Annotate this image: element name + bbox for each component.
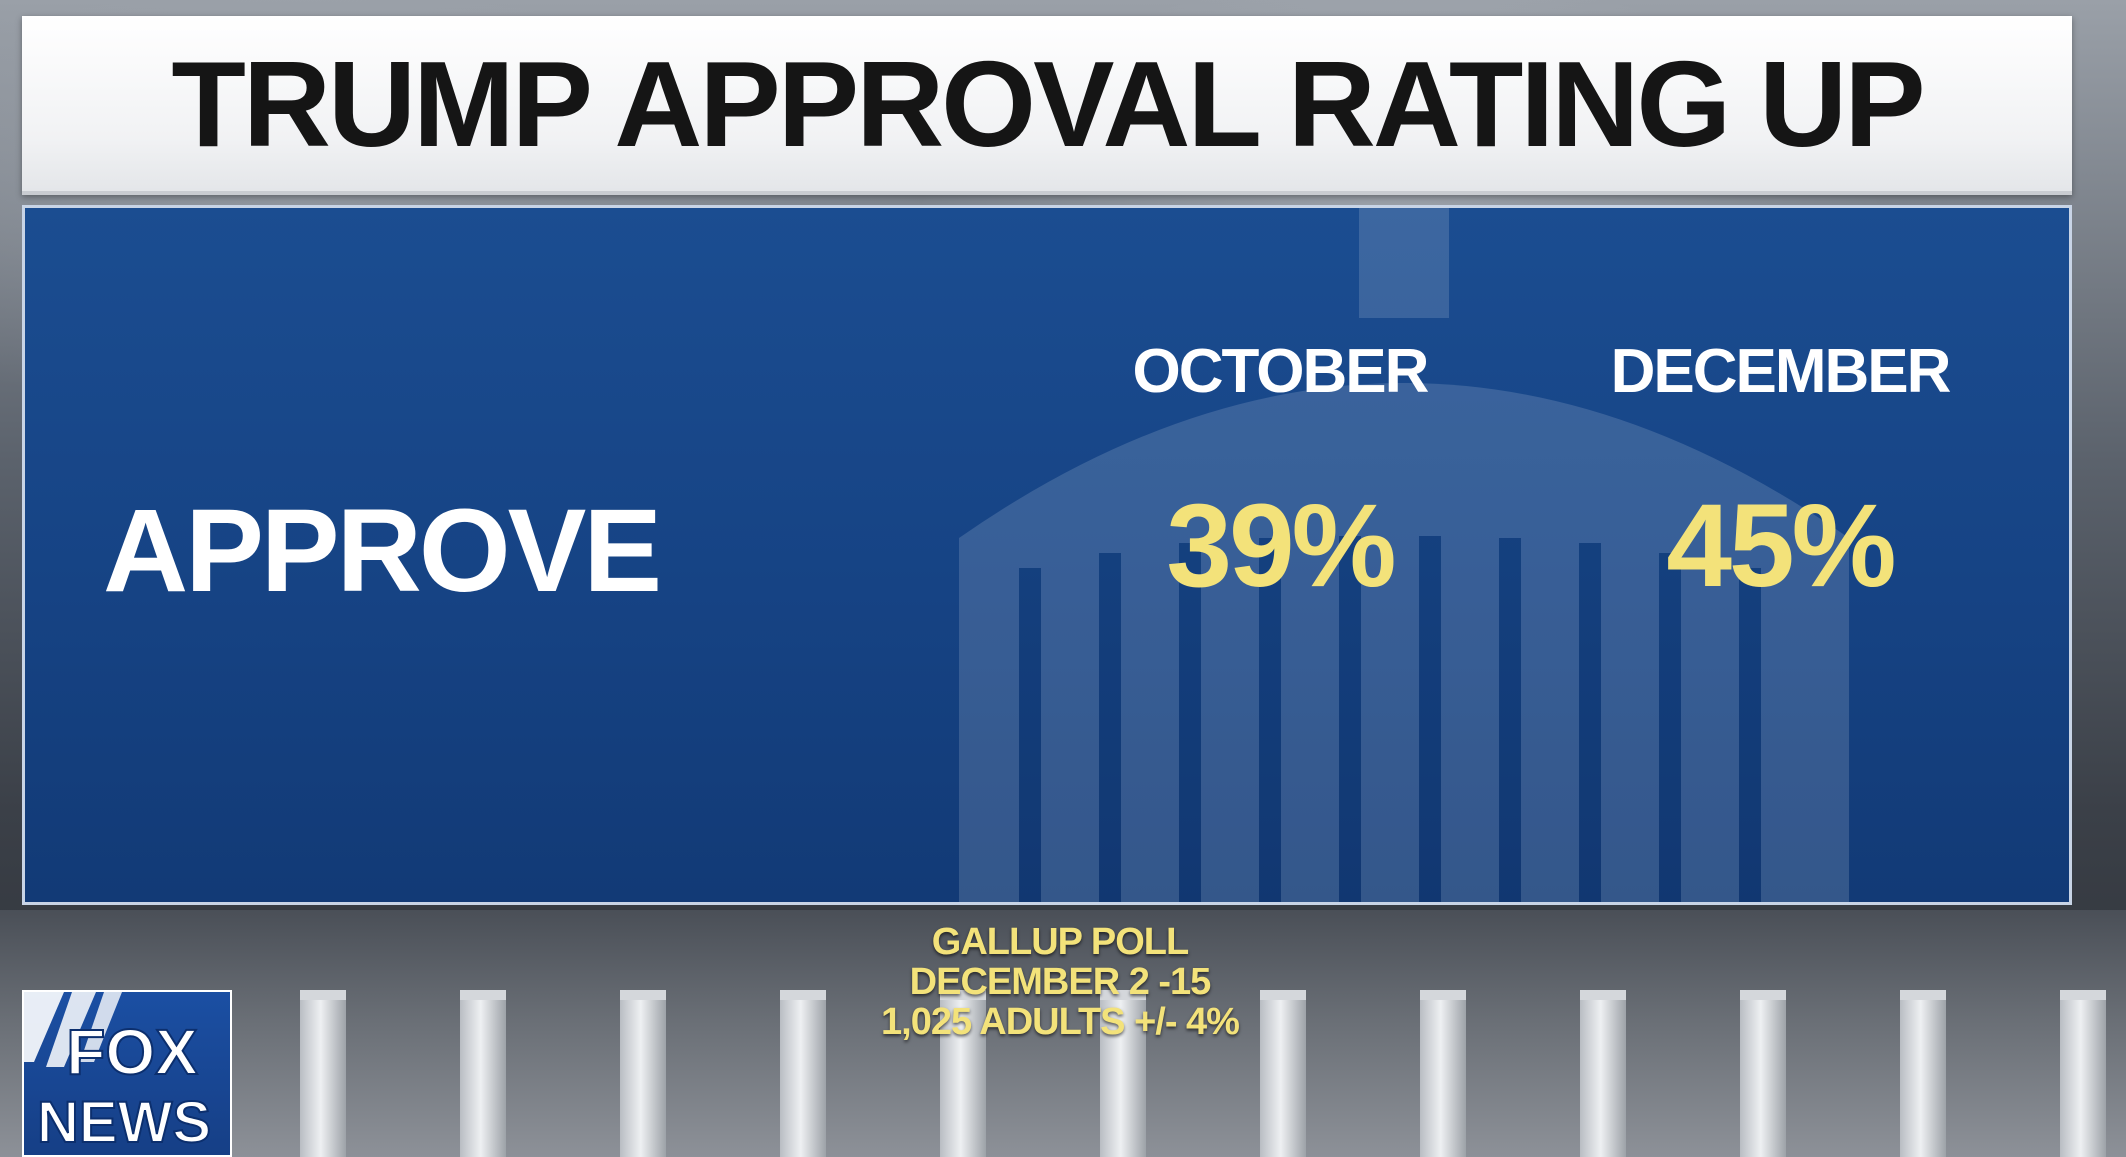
- row-label-approve: APPROVE: [103, 485, 662, 617]
- column-pillar: [460, 990, 506, 1157]
- fox-news-logo-mark: FOX NEWS: [24, 992, 212, 1155]
- column-pillar: [1580, 990, 1626, 1157]
- fox-news-logo: FOX NEWS: [22, 990, 232, 1157]
- colonnade-background: [0, 910, 2126, 1157]
- data-panel: APPROVE OCTOBER 39% DECEMBER 45%: [22, 205, 2072, 905]
- page-title: TRUMP APPROVAL RATING UP: [171, 35, 1925, 172]
- column-pillar: [780, 990, 826, 1157]
- logo-text-news: NEWS: [37, 1090, 211, 1155]
- source-line-dates: DECEMBER 2 -15: [909, 961, 1212, 1003]
- logo-text-fox: FOX: [66, 1016, 198, 1088]
- source-credit: GALLUP POLL DECEMBER 2 -15 1,025 ADULTS …: [760, 922, 1360, 1042]
- capitol-building-silhouette: [959, 208, 1849, 902]
- column-header-december: DECEMBER: [1610, 337, 1952, 406]
- column-pillar: [300, 990, 346, 1157]
- value-december: 45%: [1666, 480, 1896, 612]
- source-line-sample: 1,025 ADULTS +/- 4%: [881, 1001, 1240, 1043]
- value-october: 39%: [1166, 480, 1396, 612]
- column-pillar: [1900, 990, 1946, 1157]
- column-pillar: [620, 990, 666, 1157]
- column-pillar: [1100, 990, 1146, 1157]
- column-pillar: [1740, 990, 1786, 1157]
- title-bar: TRUMP APPROVAL RATING UP: [22, 16, 2072, 195]
- column-pillar: [940, 990, 986, 1157]
- column-pillar: [1260, 990, 1306, 1157]
- column-pillar: [2060, 990, 2106, 1157]
- column-header-october: OCTOBER: [1132, 337, 1430, 406]
- source-line-poll: GALLUP POLL: [931, 921, 1189, 963]
- column-pillar: [1420, 990, 1466, 1157]
